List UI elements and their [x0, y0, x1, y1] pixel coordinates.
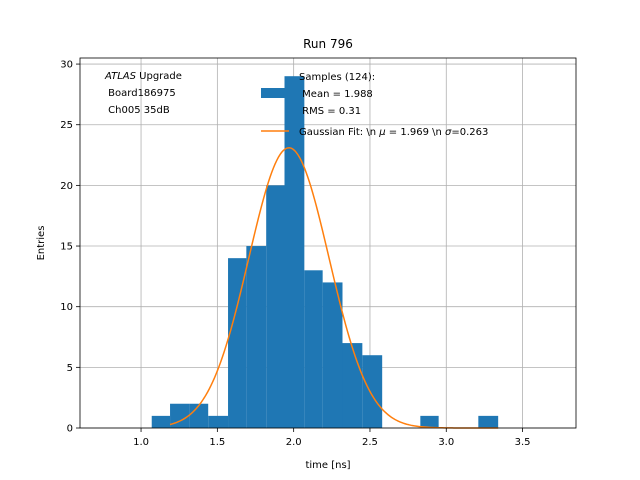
- x-axis-ticks: 1.0 1.5 2.0 2.5 3.0 3.5: [133, 428, 531, 448]
- plot-frame: [79, 57, 577, 429]
- legend-histogram-label: Samples (124):: [299, 72, 375, 83]
- x-tick-label-5: 3.5: [515, 437, 531, 448]
- histogram-bar-0: [151, 415, 171, 428]
- y-tick-label-0: 0: [67, 424, 73, 435]
- atlas-annotation: ATLAS Upgrade Board186975 Ch005 35dB: [104, 71, 182, 116]
- y-tick-label-1: 5: [67, 363, 73, 374]
- histogram-bar-17: [478, 415, 499, 428]
- fit-label-mu: μ: [378, 127, 385, 138]
- histogram-bar-9: [322, 282, 343, 428]
- histogram-bar-3: [208, 415, 229, 428]
- histogram-bar-11: [362, 355, 383, 428]
- legend-histogram-mean: Mean = 1.988: [299, 89, 373, 100]
- histogram-bar-2: [189, 403, 209, 428]
- fit-label-sigma: σ: [445, 127, 452, 138]
- fit-label-prefix: Gaussian Fit: \n: [299, 127, 379, 138]
- annotation-channel: Ch005 35dB: [105, 105, 170, 116]
- y-axis-ticks: 0 5 10 15 20 25 30: [60, 60, 80, 435]
- annotation-board: Board186975: [105, 88, 176, 99]
- annotation-upgrade: Upgrade: [136, 71, 182, 82]
- legend-histogram-swatch: [261, 88, 289, 98]
- histogram-bar-6: [266, 185, 285, 428]
- y-axis-label: Entries: [36, 226, 47, 261]
- histogram-bar-5: [246, 246, 267, 428]
- y-tick-label-6: 30: [60, 60, 73, 71]
- y-tick-label-3: 15: [60, 242, 73, 253]
- x-tick-label-4: 3.0: [438, 437, 454, 448]
- y-tick-label-5: 25: [60, 120, 73, 131]
- histogram-bar-10: [342, 343, 363, 428]
- histogram-bar-7: [284, 76, 305, 429]
- annotation-atlas: ATLAS: [104, 71, 137, 82]
- histogram-bar-1: [170, 403, 190, 428]
- x-axis-label: time [ns]: [305, 460, 350, 471]
- legend-histogram-rms: RMS = 0.31: [299, 106, 361, 117]
- fit-label-end: =0.263: [451, 127, 488, 138]
- histogram-bar-14: [420, 415, 439, 428]
- annotation-line-1: ATLAS Upgrade: [104, 71, 182, 82]
- y-tick-label-4: 20: [60, 181, 73, 192]
- legend: Samples (124): Mean = 1.988 RMS = 0.31 G…: [261, 72, 488, 138]
- y-tick-label-2: 10: [60, 302, 73, 313]
- chart-title: Run 796: [303, 37, 353, 51]
- histogram-bar-8: [304, 270, 323, 428]
- fit-label-mid: = 1.969 \n: [386, 127, 445, 138]
- legend-fit-label: Gaussian Fit: \n μ = 1.969 \n σ=0.263: [299, 127, 488, 138]
- x-tick-label-1: 1.5: [209, 437, 225, 448]
- x-tick-label-0: 1.0: [133, 437, 149, 448]
- x-tick-label-3: 2.5: [362, 437, 378, 448]
- x-tick-label-2: 2.0: [286, 437, 302, 448]
- histogram-bar-4: [228, 258, 247, 428]
